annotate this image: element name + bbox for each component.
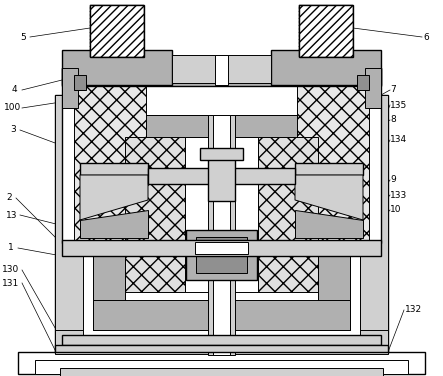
Bar	[213, 115, 230, 355]
Bar	[299, 5, 353, 57]
Bar	[62, 68, 78, 108]
Bar	[172, 55, 271, 83]
Text: 5: 5	[20, 32, 26, 41]
Bar	[200, 148, 243, 160]
Text: 132: 132	[405, 305, 422, 314]
Bar	[18, 352, 425, 374]
Bar	[297, 82, 369, 242]
Bar	[93, 300, 350, 330]
Text: 13: 13	[6, 211, 18, 220]
Bar	[208, 155, 235, 201]
Bar	[205, 345, 238, 350]
Bar	[55, 95, 388, 353]
Text: 135: 135	[390, 100, 407, 109]
Bar	[62, 68, 381, 243]
Polygon shape	[80, 210, 148, 238]
Bar	[196, 237, 247, 273]
Bar	[35, 360, 408, 374]
Bar	[55, 345, 388, 352]
Polygon shape	[295, 175, 363, 220]
Bar	[80, 163, 148, 175]
Polygon shape	[80, 175, 148, 220]
Text: 1: 1	[8, 244, 14, 253]
Bar	[195, 242, 248, 254]
Bar	[90, 5, 144, 57]
Bar	[208, 115, 235, 355]
Bar	[90, 5, 144, 57]
Bar	[93, 115, 350, 137]
Text: 10: 10	[390, 206, 401, 214]
Bar	[93, 115, 125, 330]
Text: 6: 6	[423, 32, 429, 41]
Bar	[360, 95, 388, 353]
Bar	[62, 50, 172, 85]
Text: 131: 131	[2, 279, 19, 288]
Bar	[299, 5, 353, 57]
Text: 130: 130	[2, 265, 19, 274]
Bar	[62, 240, 381, 256]
Bar	[365, 68, 381, 108]
Bar	[125, 137, 185, 292]
Text: 9: 9	[390, 176, 396, 185]
Polygon shape	[295, 210, 363, 238]
Text: 4: 4	[12, 85, 18, 94]
Bar	[215, 55, 228, 85]
Bar	[185, 137, 258, 292]
Bar	[148, 168, 295, 184]
Bar	[74, 75, 86, 90]
Text: 2: 2	[6, 194, 12, 203]
Bar	[318, 115, 350, 330]
Bar	[62, 335, 381, 345]
Bar	[186, 230, 257, 280]
Text: 3: 3	[10, 126, 16, 135]
Bar	[271, 50, 381, 85]
Bar	[83, 105, 360, 345]
Text: 7: 7	[390, 85, 396, 94]
Bar	[60, 368, 383, 376]
Text: 100: 100	[4, 103, 21, 112]
Text: 133: 133	[390, 191, 407, 200]
Bar	[55, 330, 388, 354]
Text: 134: 134	[390, 135, 407, 144]
Bar	[93, 115, 350, 330]
Bar	[62, 68, 381, 86]
Bar	[295, 163, 363, 175]
Bar	[258, 137, 318, 292]
Bar	[55, 95, 83, 353]
Bar	[357, 75, 369, 90]
Bar	[74, 82, 146, 242]
Text: 8: 8	[390, 115, 396, 124]
